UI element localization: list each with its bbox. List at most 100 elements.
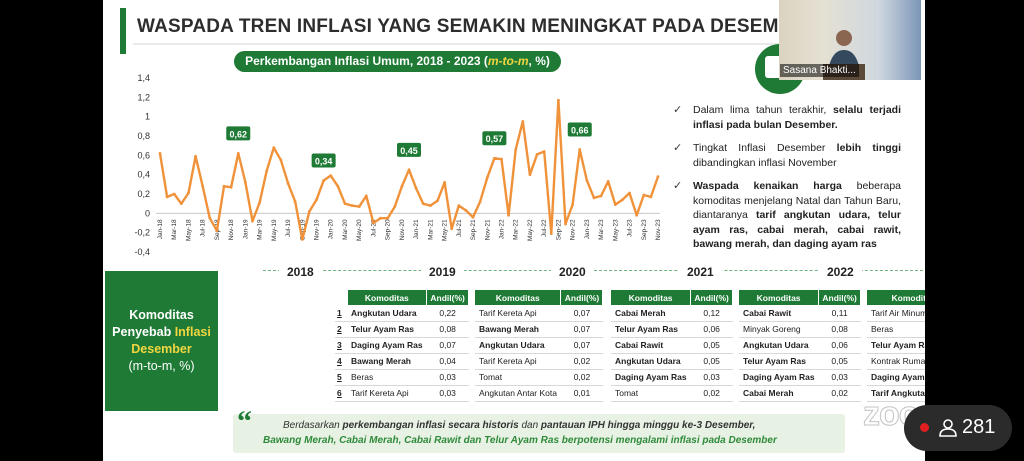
data-point — [279, 158, 283, 162]
x-tick-label: Nov-18 — [228, 219, 235, 240]
data-point — [364, 194, 368, 198]
rank-number: 2 — [335, 321, 347, 338]
chart-title-text: Perkembangan Inflasi Umum, 2018 - 2023 ( — [245, 54, 488, 68]
andil-value: 0,01 — [560, 385, 603, 402]
y-tick-label: -0,2 — [134, 228, 150, 238]
y-tick-label: 1,4 — [137, 73, 150, 83]
chart-title: Perkembangan Inflasi Umum, 2018 - 2023 (… — [234, 51, 561, 72]
komoditas-header: Komoditas — [739, 290, 820, 305]
year-label: 2019 — [421, 265, 464, 279]
data-point — [642, 193, 646, 197]
data-label-box — [482, 131, 507, 146]
year-label: 2021 — [679, 265, 722, 279]
andil-value: 0,12 — [690, 305, 733, 322]
commodity-name: Daging Ayam Ras — [739, 369, 819, 386]
x-tick-label: Mar-21 — [427, 219, 434, 240]
data-point — [599, 194, 603, 198]
data-point — [613, 203, 617, 207]
rank-header — [335, 290, 348, 305]
x-tick-label: Sep-21 — [470, 219, 477, 240]
data-point — [635, 213, 639, 217]
commodity-name: Telur Ayam Ras — [611, 321, 691, 338]
andil-value: 0,08 — [426, 321, 469, 338]
commodity-name: Beras — [347, 369, 427, 386]
check-icon: ✓ — [673, 104, 683, 116]
person-icon — [939, 419, 957, 437]
x-tick-label: May-19 — [271, 219, 278, 241]
check-icon: ✓ — [673, 180, 683, 192]
x-tick-label: Jul-19 — [285, 219, 292, 237]
table-row: Cabai Rawit 0,05 — [611, 337, 733, 354]
commodity-name: Cabai Merah — [611, 305, 691, 322]
komoditas-header: Komoditas — [611, 290, 692, 305]
participant-video-tile[interactable]: Sasana Bhakti... — [779, 0, 921, 80]
data-point — [606, 180, 610, 183]
commodity-table: Komoditas Andil(%) 1 Angkutan Udara 0,22 2 Tel… — [335, 290, 470, 402]
data-point — [229, 185, 233, 189]
andil-value: 0,11 — [818, 305, 861, 322]
commodity-table: Komoditas Andil(%) Cabai Rawit 0,11 Minyak G… — [739, 290, 862, 402]
commodity-name: Bawang Merah — [347, 353, 427, 370]
table-row: Bawang Merah 0,07 — [475, 321, 603, 338]
table-row: Tarif Kereta Api 0,07 — [475, 305, 603, 322]
data-point — [578, 148, 582, 151]
andil-value: 0,04 — [426, 353, 469, 370]
data-point — [471, 215, 475, 219]
andil-header: Andil(%) — [560, 290, 604, 305]
data-point — [329, 174, 333, 178]
year-label: 2018 — [279, 265, 322, 279]
x-tick-label: Mar-18 — [171, 219, 178, 240]
commodity-name: Cabai Rawit — [739, 305, 819, 322]
data-point — [528, 173, 532, 177]
recording-icon — [920, 423, 929, 432]
x-tick-label: Nov-23 — [655, 219, 662, 240]
data-point — [293, 200, 297, 204]
commodity-name: Daging Ayam Ras — [867, 369, 925, 386]
commodity-name: Bawang Merah — [475, 321, 561, 338]
commodity-name: Cabai Rawit — [611, 337, 691, 354]
x-tick-label: May-22 — [527, 219, 534, 241]
y-tick-label: 0 — [145, 208, 150, 218]
data-point — [208, 216, 212, 220]
x-tick-label: Sep-22 — [555, 219, 562, 240]
data-point — [194, 154, 197, 158]
data-point — [379, 216, 382, 220]
data-point — [428, 204, 432, 208]
x-tick-label: Nov-22 — [570, 219, 577, 240]
x-tick-label: Mar-19 — [257, 219, 264, 240]
commodity-side-label: Komoditas Penyebab Inflasi Desember (m-t… — [105, 271, 218, 411]
data-point — [500, 157, 503, 161]
conclusion-line-2: Bawang Merah, Cabai Merah, Cabai Rawit d… — [263, 435, 777, 446]
x-tick-label: May-21 — [442, 219, 449, 241]
commodity-name: Telur Ayam Ras — [867, 337, 925, 354]
table-row: 1 Angkutan Udara 0,22 — [335, 305, 469, 322]
y-tick-label: 1,2 — [137, 92, 150, 102]
andil-value: 0,07 — [560, 337, 603, 354]
x-tick-label: Nov-20 — [399, 219, 406, 240]
commodity-name: Angkutan Udara — [611, 353, 691, 370]
data-point — [158, 152, 162, 155]
data-point — [343, 202, 347, 206]
data-point — [357, 205, 361, 208]
commodity-name: Minyak Goreng — [739, 321, 819, 338]
data-point — [372, 221, 375, 225]
andil-value: 0,05 — [690, 353, 733, 370]
andil-header: Andil(%) — [426, 290, 470, 305]
commodity-name: Telur Ayam Ras — [739, 353, 819, 370]
data-label: 0,45 — [400, 146, 418, 156]
participants-count: 281 — [962, 416, 996, 438]
data-point — [443, 181, 446, 184]
andil-value: 0,05 — [818, 353, 861, 370]
y-tick-label: -0,4 — [134, 247, 150, 257]
data-point — [492, 156, 496, 160]
komoditas-header: Komoditas — [347, 290, 428, 305]
participant-name: Sasana Bhakti... — [780, 64, 859, 77]
data-point — [464, 209, 468, 212]
data-point — [457, 204, 461, 208]
participants-button[interactable]: 281 — [904, 405, 1012, 451]
y-tick-label: 0,4 — [137, 170, 150, 180]
commodity-name: Angkutan Udara — [739, 337, 819, 354]
